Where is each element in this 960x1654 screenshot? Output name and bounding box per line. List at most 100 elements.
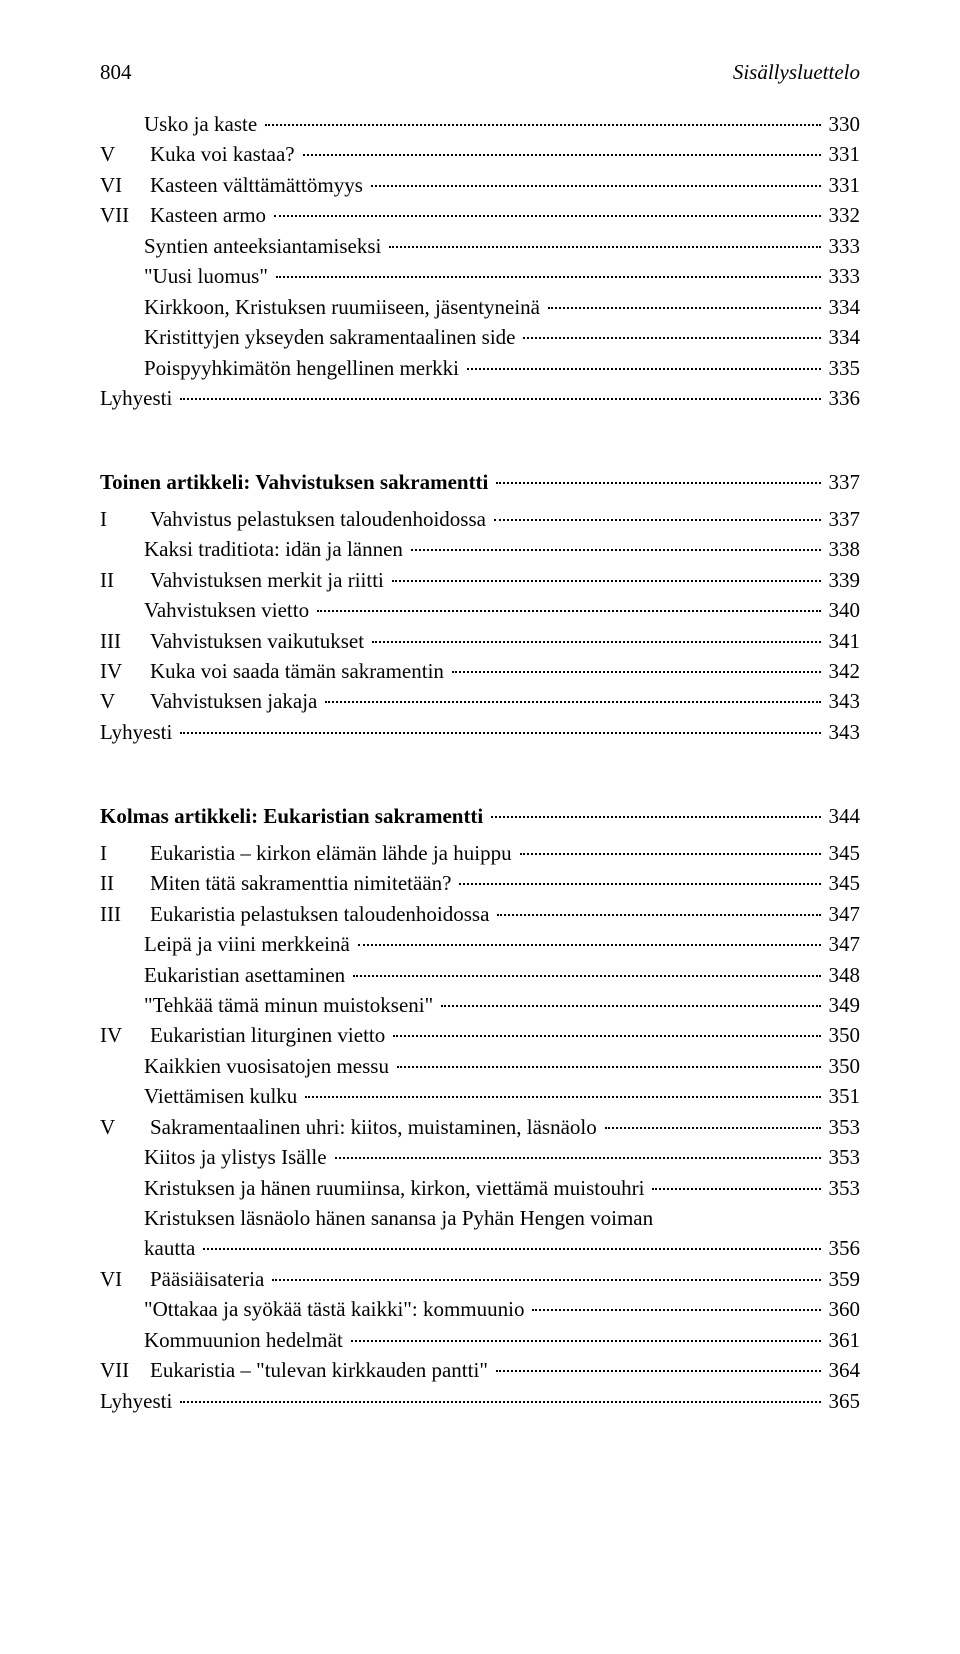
toc-text: Eukaristia pelastuksen taloudenhoidossa	[150, 899, 493, 929]
toc-page-number: 338	[825, 534, 861, 564]
toc-page-number: 331	[825, 139, 861, 169]
toc-roman-label: IV	[100, 1020, 150, 1050]
toc-text: Kaikkien vuosisatojen messu	[144, 1051, 393, 1081]
toc-page-number: 342	[825, 656, 861, 686]
toc-leader-dots	[497, 914, 820, 916]
toc-page-number: 340	[825, 595, 861, 625]
toc-page-number: 353	[825, 1142, 861, 1172]
toc-page-number: 350	[825, 1020, 861, 1050]
toc-roman-label: IV	[100, 656, 150, 686]
toc-entry: IIIVahvistuksen vaikutukset341	[100, 626, 860, 656]
toc-text: Vahvistus pelastuksen taloudenhoidossa	[150, 504, 490, 534]
toc-leader-dots	[303, 154, 821, 156]
toc-text: Syntien anteeksiantamiseksi	[144, 231, 385, 261]
toc-page-number: 351	[825, 1081, 861, 1111]
toc-roman-label: V	[100, 1112, 150, 1142]
toc-page-number: 353	[825, 1112, 861, 1142]
toc-leader-dots	[496, 1370, 821, 1372]
toc-page-number: 350	[825, 1051, 861, 1081]
toc-entry: Leipä ja viini merkkeinä 347	[100, 929, 860, 959]
toc-entry: Lyhyesti 336	[100, 383, 860, 413]
toc-leader-dots	[523, 337, 820, 339]
toc-leader-dots	[353, 975, 820, 977]
toc-leader-dots	[467, 368, 821, 370]
toc-text: Kommuunion hedelmät	[144, 1325, 347, 1355]
toc-text: Vahvistuksen jakaja	[150, 686, 321, 716]
toc-entry: Kommuunion hedelmät 361	[100, 1325, 860, 1355]
toc-roman-label: V	[100, 139, 150, 169]
toc-entry: IVEukaristian liturginen vietto 350	[100, 1020, 860, 1050]
toc-leader-dots	[372, 641, 820, 643]
toc-entry: IIVahvistuksen merkit ja riitti339	[100, 565, 860, 595]
toc-text: Eukaristia – "tulevan kirkkauden pantti"	[150, 1355, 492, 1385]
toc-leader-dots	[272, 1279, 820, 1281]
running-header: 804 Sisällysluettelo	[100, 60, 860, 85]
toc-page-number: 345	[825, 838, 861, 868]
toc-page-number: 332	[825, 200, 861, 230]
toc-entry: IEukaristia – kirkon elämän lähde ja hui…	[100, 838, 860, 868]
toc-page-number: 343	[825, 686, 861, 716]
toc-page-number: 344	[825, 801, 861, 831]
toc-page-number: 359	[825, 1264, 861, 1294]
toc-page-number: 360	[825, 1294, 861, 1324]
toc-entry: Usko ja kaste330	[100, 109, 860, 139]
toc-leader-dots	[411, 549, 821, 551]
toc-page-number: 333	[825, 261, 861, 291]
toc-page-number: 364	[825, 1355, 861, 1385]
toc-page-number: 361	[825, 1325, 861, 1355]
toc-roman-label: VI	[100, 170, 150, 200]
toc-text: Lyhyesti	[100, 717, 176, 747]
toc-entry: "Uusi luomus"333	[100, 261, 860, 291]
toc-leader-dots	[605, 1127, 821, 1129]
toc-leader-dots	[652, 1188, 820, 1190]
toc-entry: Lyhyesti343	[100, 717, 860, 747]
toc-entry: "Ottakaa ja syökää tästä kaikki": kommuu…	[100, 1294, 860, 1324]
toc-entry: Kirkkoon, Kristuksen ruumiiseen, jäsenty…	[100, 292, 860, 322]
toc-text: "Ottakaa ja syökää tästä kaikki": kommuu…	[144, 1294, 528, 1324]
toc-leader-dots	[494, 519, 821, 521]
toc-entry: VIIEukaristia – "tulevan kirkkauden pant…	[100, 1355, 860, 1385]
toc-text: Vahvistuksen vietto	[144, 595, 313, 625]
toc-leader-dots	[459, 883, 820, 885]
toc-leader-dots	[548, 307, 820, 309]
toc-leader-dots	[265, 124, 820, 126]
toc-leader-dots	[180, 1401, 820, 1403]
toc-text: Eukaristian liturginen vietto	[150, 1020, 389, 1050]
toc-text: Vahvistuksen vaikutukset	[150, 626, 368, 656]
toc-entry: Kristuksen läsnäolo hänen sanansa ja Pyh…	[100, 1203, 860, 1264]
toc-page-number: 337	[825, 504, 861, 534]
toc-text: Leipä ja viini merkkeinä	[144, 929, 354, 959]
toc-text: Kaksi traditiota: idän ja lännen	[144, 534, 407, 564]
toc-text: Kirkkoon, Kristuksen ruumiiseen, jäsenty…	[144, 292, 544, 322]
toc-text: Sakramentaalinen uhri: kiitos, muistamin…	[150, 1112, 601, 1142]
toc-entry: Kristuksen ja hänen ruumiinsa, kirkon, v…	[100, 1173, 860, 1203]
toc-page-number: 335	[825, 353, 861, 383]
toc-leader-dots	[274, 215, 820, 217]
toc-text: Kasteen välttämättömyys	[150, 170, 367, 200]
toc-page-number: 337	[825, 467, 861, 497]
toc-page-number: 365	[825, 1386, 861, 1416]
toc-page-number: 347	[825, 929, 861, 959]
toc-page-number: 356	[825, 1233, 861, 1263]
toc-entry: IVKuka voi saada tämän sakramentin342	[100, 656, 860, 686]
toc-entry: Viettämisen kulku351	[100, 1081, 860, 1111]
toc-roman-label: II	[100, 868, 150, 898]
toc-page-number: 348	[825, 960, 861, 990]
section-heading: Kolmas artikkeli: Eukaristian sakramentt…	[100, 801, 860, 831]
toc-leader-dots	[520, 853, 821, 855]
toc-page-number: 341	[825, 626, 861, 656]
toc-roman-label: VI	[100, 1264, 150, 1294]
toc-text: Eukaristia – kirkon elämän lähde ja huip…	[150, 838, 516, 868]
toc-entry: Syntien anteeksiantamiseksi333	[100, 231, 860, 261]
toc-leader-dots	[371, 185, 821, 187]
toc-page-number: 336	[825, 383, 861, 413]
toc-leader-dots	[397, 1066, 821, 1068]
toc-leader-dots	[389, 246, 820, 248]
toc-text: Lyhyesti	[100, 383, 176, 413]
toc-page-number: 334	[825, 322, 861, 352]
toc-text: Kuka voi kastaa?	[150, 139, 299, 169]
toc-text: Kristittyjen ykseyden sakramentaalinen s…	[144, 322, 519, 352]
toc-leader-dots	[317, 610, 820, 612]
toc-leader-dots	[335, 1157, 821, 1159]
toc-continuation: kautta356	[144, 1233, 860, 1263]
